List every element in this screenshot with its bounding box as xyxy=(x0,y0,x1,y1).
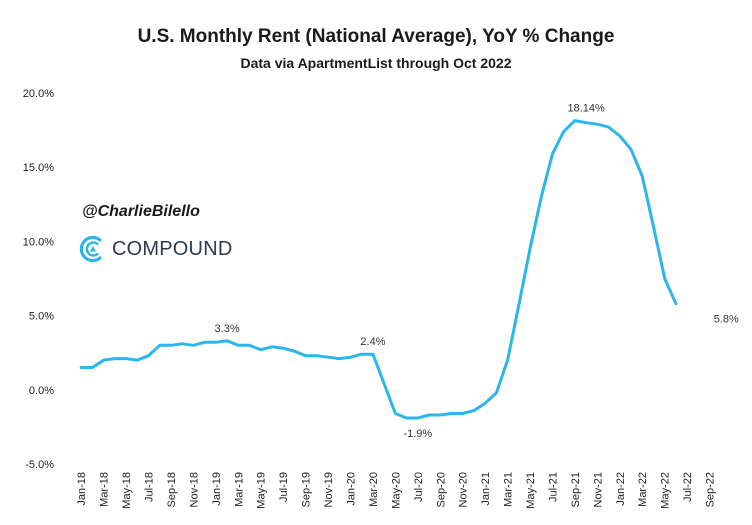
data-label-layer: 3.3% 2.4% -1.9% 18.14% 5.8% xyxy=(215,103,739,440)
x-tick-label: Nov-20 xyxy=(458,472,470,507)
series-line xyxy=(79,119,678,420)
x-tick-label: May-21 xyxy=(525,472,537,509)
data-label: 5.8% xyxy=(714,314,739,326)
x-tick-label: Mar-19 xyxy=(233,472,245,507)
company-name: COMPOUND xyxy=(112,237,233,260)
y-tick-label: 20.0% xyxy=(23,88,54,100)
x-tick-label: Sep-21 xyxy=(570,472,582,507)
x-tick-label: Jan-21 xyxy=(480,472,492,506)
compound-brand: COMPOUND xyxy=(78,232,233,266)
x-tick-label: Jul-19 xyxy=(278,472,290,502)
x-tick-label: May-20 xyxy=(390,472,402,509)
x-tick-label: Nov-19 xyxy=(323,472,335,507)
x-tick-label: Jul-20 xyxy=(413,472,425,502)
data-label: 3.3% xyxy=(215,323,240,335)
y-axis: 20.0% 15.0% 10.0% 5.0% 0.0% -5.0% xyxy=(23,88,54,471)
x-tick-label: May-18 xyxy=(121,472,133,509)
y-tick-label: 15.0% xyxy=(23,162,54,174)
x-tick-label: Jan-18 xyxy=(76,472,88,506)
chart-title: U.S. Monthly Rent (National Average), Yo… xyxy=(137,26,615,47)
x-tick-label: Sep-19 xyxy=(301,472,313,507)
x-tick-label: Nov-18 xyxy=(188,472,200,507)
x-tick-label: Sep-20 xyxy=(435,472,447,507)
x-tick-label: Jul-22 xyxy=(682,472,694,502)
author-handle: @CharlieBilello xyxy=(82,203,200,220)
y-tick-label: -5.0% xyxy=(25,459,54,471)
x-tick-label: Jan-22 xyxy=(615,472,627,506)
x-tick-label: Sep-18 xyxy=(166,472,178,507)
data-label: 18.14% xyxy=(567,103,605,115)
x-tick-label: Mar-22 xyxy=(637,472,649,507)
x-tick-label: Sep-22 xyxy=(705,472,717,507)
chart-subtitle: Data via ApartmentList through Oct 2022 xyxy=(240,55,512,71)
series-layer xyxy=(79,119,678,420)
x-tick-label: May-19 xyxy=(256,472,268,509)
data-label: -1.9% xyxy=(403,428,432,440)
y-tick-label: 5.0% xyxy=(29,311,54,323)
x-tick-label: Jul-18 xyxy=(144,472,156,502)
data-label: 2.4% xyxy=(360,336,385,348)
x-tick-label: Nov-21 xyxy=(592,472,604,507)
compound-logo-icon xyxy=(79,235,102,263)
x-tick-label: May-22 xyxy=(660,472,672,509)
y-tick-label: 10.0% xyxy=(23,236,54,248)
x-tick-label: Jan-19 xyxy=(211,472,223,506)
x-axis: Jan-18 Mar-18 May-18 Jul-18 Sep-18 Nov-18 Jan-… xyxy=(76,472,716,509)
y-tick-label: 0.0% xyxy=(29,385,54,397)
x-tick-label: Mar-20 xyxy=(368,472,380,507)
x-tick-label: Mar-21 xyxy=(503,472,515,507)
x-tick-label: Jan-20 xyxy=(346,472,358,506)
x-tick-label: Jul-21 xyxy=(547,472,559,502)
x-tick-label: Mar-18 xyxy=(99,472,111,507)
